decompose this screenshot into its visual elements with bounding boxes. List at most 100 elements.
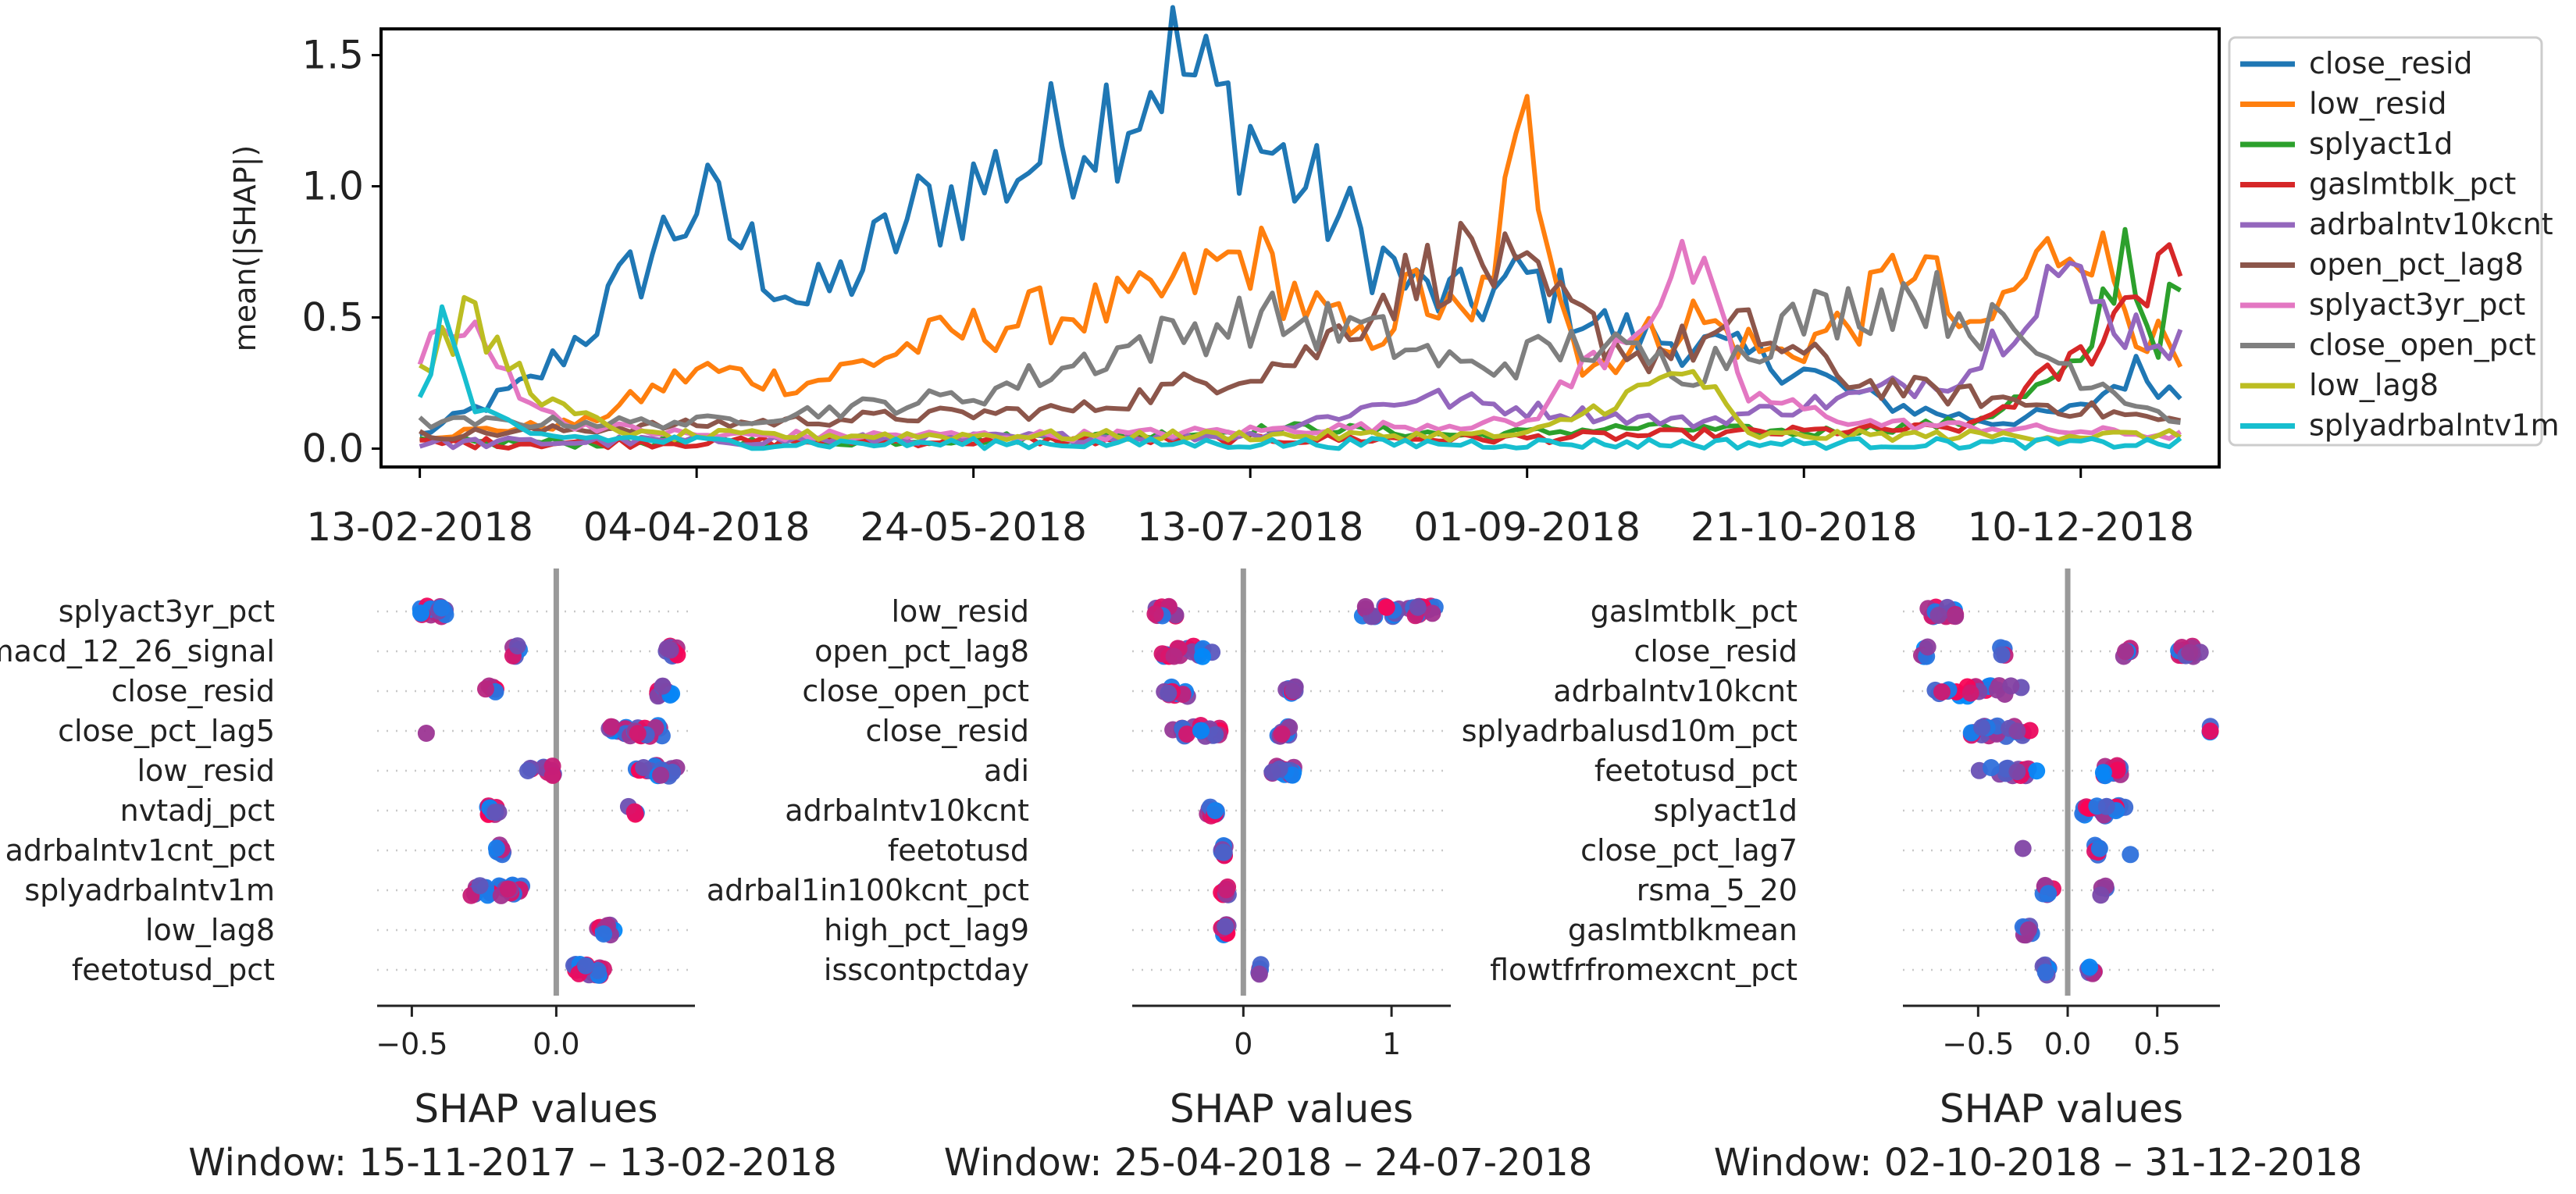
shap-point <box>417 725 435 742</box>
y-tick-label: 1.0 <box>301 164 364 209</box>
x-tick-label: 24-05-2018 <box>860 504 1087 550</box>
y-tick-label: 0.5 <box>301 295 364 340</box>
shap-point <box>2028 762 2046 780</box>
series-line-close_open_pct <box>418 269 2181 430</box>
shap-point <box>1919 638 1936 656</box>
line-plot-frame <box>379 27 2221 469</box>
legend-entry: close_resid <box>2309 46 2473 80</box>
feature-label: low_resid <box>137 754 275 788</box>
shap-point <box>2117 643 2134 661</box>
shap-point <box>1929 607 1947 624</box>
feature-label: nvtadj_pct <box>120 793 275 828</box>
feature-label: adrbal1in100kcnt_pct <box>707 873 1029 907</box>
shap-point <box>1263 763 1281 781</box>
legend-entry: close_open_pct <box>2309 328 2536 362</box>
beeswarm-panel-3 <box>1903 568 2220 1017</box>
shap-point <box>2019 921 2037 939</box>
legend-entry: low_resid <box>2309 87 2447 121</box>
y-axis-label: mean(|SHAP|) <box>228 145 263 352</box>
y-tick-label: 0.0 <box>301 426 364 471</box>
series-line-low_lag8 <box>419 294 2182 444</box>
panel-title: Window: 25-04-2018 – 24-07-2018 <box>944 1141 1592 1185</box>
series-line-close_resid <box>419 5 2182 437</box>
shap-point <box>2008 763 2026 781</box>
shap-point <box>1993 646 2011 664</box>
series-line-splyadrbalntv1m <box>417 304 2182 451</box>
shap-point <box>2002 677 2020 695</box>
feature-label: adi <box>984 754 1029 788</box>
shap-point <box>1356 597 1374 615</box>
shap-point <box>499 880 517 898</box>
shap-point <box>1947 608 1965 626</box>
feature-label: close_pct_lag5 <box>58 714 275 748</box>
shap-point <box>2008 722 2026 740</box>
legend-entry: splyact1d <box>2309 127 2453 161</box>
panel-title: Window: 02-10-2018 – 31-12-2018 <box>1714 1141 2362 1185</box>
shap-point <box>2081 958 2099 976</box>
feature-label: isscontpctday <box>824 953 1029 987</box>
shap-point <box>2021 722 2039 740</box>
x-tick-label: −0.5 <box>1942 1027 2014 1061</box>
feature-label: splyadrbalusd10m_pct <box>1462 714 1797 748</box>
shap-point <box>1284 682 1302 700</box>
x-axis-label: SHAP values <box>414 1086 657 1132</box>
feature-label: close_resid <box>1634 634 1797 668</box>
shap-point <box>635 759 653 776</box>
shap-point <box>1146 605 1164 623</box>
x-tick-label: 01-09-2018 <box>1413 504 1641 550</box>
x-tick-label: 0.0 <box>533 1027 579 1061</box>
shap-point <box>2094 764 2112 782</box>
shap-point <box>519 762 536 779</box>
shap-point <box>1973 718 1991 736</box>
feature-label: adrbalntv10kcnt <box>785 793 1029 828</box>
shap-point <box>1178 725 1196 743</box>
shap-point <box>602 718 620 736</box>
feature-label: high_pct_lag9 <box>824 913 1029 947</box>
legend-entry: open_pct_lag8 <box>2309 248 2524 282</box>
feature-label: feetotusd_pct <box>1594 754 1797 788</box>
shap-point <box>508 637 526 655</box>
beeswarm-panel-2 <box>1132 568 1451 1017</box>
x-axis-label: SHAP values <box>1170 1086 1413 1132</box>
shap-point <box>1214 843 1232 861</box>
feature-label: close_resid <box>865 714 1029 748</box>
x-tick-label: 04-04-2018 <box>583 504 811 550</box>
shap-point <box>1192 722 1210 740</box>
feature-label: gaslmtblkmean <box>1568 913 1797 947</box>
legend-entry: splyact3yr_pct <box>2309 287 2525 322</box>
shap-point <box>1165 647 1183 665</box>
shap-point <box>629 725 647 743</box>
x-tick-label: 21-10-2018 <box>1691 504 1918 550</box>
feature-label: flowtfrfromexcnt_pct <box>1490 953 1797 987</box>
shap-point <box>577 957 595 975</box>
x-tick-label: 13-07-2018 <box>1137 504 1364 550</box>
shap-point <box>1377 598 1395 616</box>
shap-point <box>1284 766 1302 784</box>
shap-point <box>2090 839 2108 857</box>
shap-point <box>471 877 489 895</box>
shap-point <box>654 677 672 695</box>
shap-point <box>1250 965 1268 983</box>
feature-label: rsma_5_20 <box>1637 873 1797 907</box>
shap-point <box>1217 918 1235 936</box>
shap-point <box>2040 885 2058 903</box>
feature-label: splyadrbalntv1m <box>24 873 275 907</box>
shap-point <box>1423 604 1441 622</box>
shap-point <box>2014 839 2032 857</box>
shap-point <box>486 804 504 822</box>
shap-point <box>2201 722 2219 740</box>
shap-point <box>1983 759 2000 776</box>
shap-point <box>543 757 561 775</box>
shap-point <box>412 604 429 622</box>
x-tick-label: 0.5 <box>2133 1027 2180 1061</box>
shap-point <box>1409 598 1427 616</box>
feature-label: macd_12_26_signal <box>0 634 275 668</box>
shap-point <box>2092 886 2110 904</box>
shap-point <box>477 680 494 698</box>
shap-point <box>487 839 505 857</box>
legend-entry: gaslmtblk_pct <box>2309 167 2516 201</box>
line-series-group <box>417 5 2183 451</box>
shap-point <box>2122 846 2140 864</box>
legend-entry: adrbalntv10kcnt <box>2309 207 2553 241</box>
shap-point <box>1194 647 1211 665</box>
